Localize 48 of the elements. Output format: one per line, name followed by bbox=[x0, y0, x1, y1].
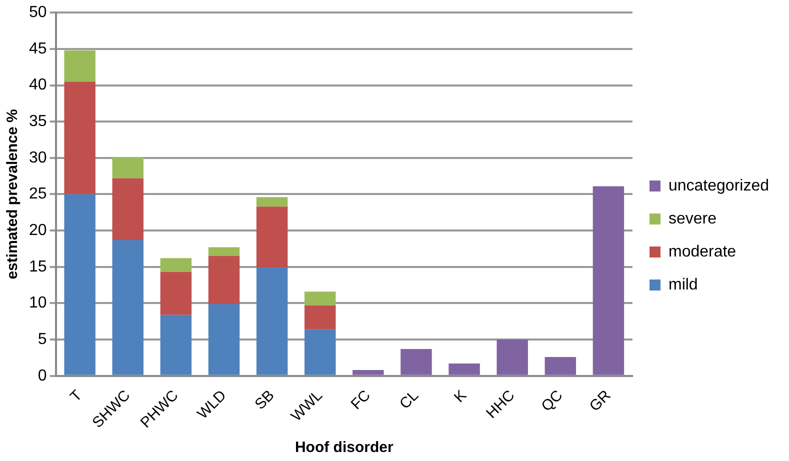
x-tick-label: K bbox=[450, 386, 470, 406]
bar bbox=[400, 348, 432, 375]
bar bbox=[496, 340, 528, 375]
bar bbox=[256, 197, 288, 207]
bar bbox=[448, 364, 480, 375]
y-axis-title: estimated prevalence % bbox=[4, 109, 22, 280]
bar bbox=[64, 194, 96, 375]
bar bbox=[208, 256, 240, 304]
y-tick-label: 5 bbox=[38, 330, 47, 348]
x-axis-title: Hoof disorder bbox=[294, 439, 394, 456]
bar bbox=[544, 356, 576, 375]
bar bbox=[160, 314, 192, 375]
y-tick-label: 50 bbox=[29, 4, 47, 22]
bar bbox=[352, 370, 384, 375]
legend-label: moderate bbox=[668, 243, 736, 260]
y-tick-label: 10 bbox=[29, 294, 47, 312]
bar bbox=[160, 258, 192, 272]
y-tick-label: 15 bbox=[29, 258, 47, 276]
legend-label: mild bbox=[668, 276, 698, 294]
bar bbox=[64, 82, 96, 194]
y-tick-label: 30 bbox=[29, 149, 47, 166]
y-tick-label: 20 bbox=[29, 222, 47, 239]
x-tick-label: GR bbox=[586, 386, 614, 415]
bar bbox=[112, 178, 144, 240]
bar bbox=[256, 268, 288, 375]
bar bbox=[256, 206, 288, 268]
bar bbox=[304, 305, 336, 330]
bar bbox=[208, 304, 240, 375]
bar bbox=[112, 157, 144, 178]
x-tick-label: T bbox=[67, 386, 86, 406]
bar bbox=[592, 186, 624, 375]
x-tick-label: QC bbox=[538, 386, 566, 415]
y-tick-label: 40 bbox=[29, 76, 47, 94]
x-tick-label: FC bbox=[348, 386, 374, 414]
y-tick-label: 35 bbox=[29, 112, 47, 130]
bar bbox=[304, 292, 336, 306]
x-tick-label: SB bbox=[252, 386, 278, 414]
bar bbox=[112, 240, 144, 375]
y-tick-label: 0 bbox=[38, 367, 47, 384]
y-tick-label: 25 bbox=[29, 186, 47, 203]
bar bbox=[64, 50, 96, 82]
y-tick-label: 45 bbox=[29, 40, 47, 58]
bar bbox=[208, 247, 240, 256]
bar bbox=[304, 329, 336, 375]
legend-label: uncategorized bbox=[668, 177, 769, 194]
bar bbox=[160, 272, 192, 315]
x-tick-label: CL bbox=[396, 386, 422, 413]
legend-label: severe bbox=[668, 210, 717, 228]
